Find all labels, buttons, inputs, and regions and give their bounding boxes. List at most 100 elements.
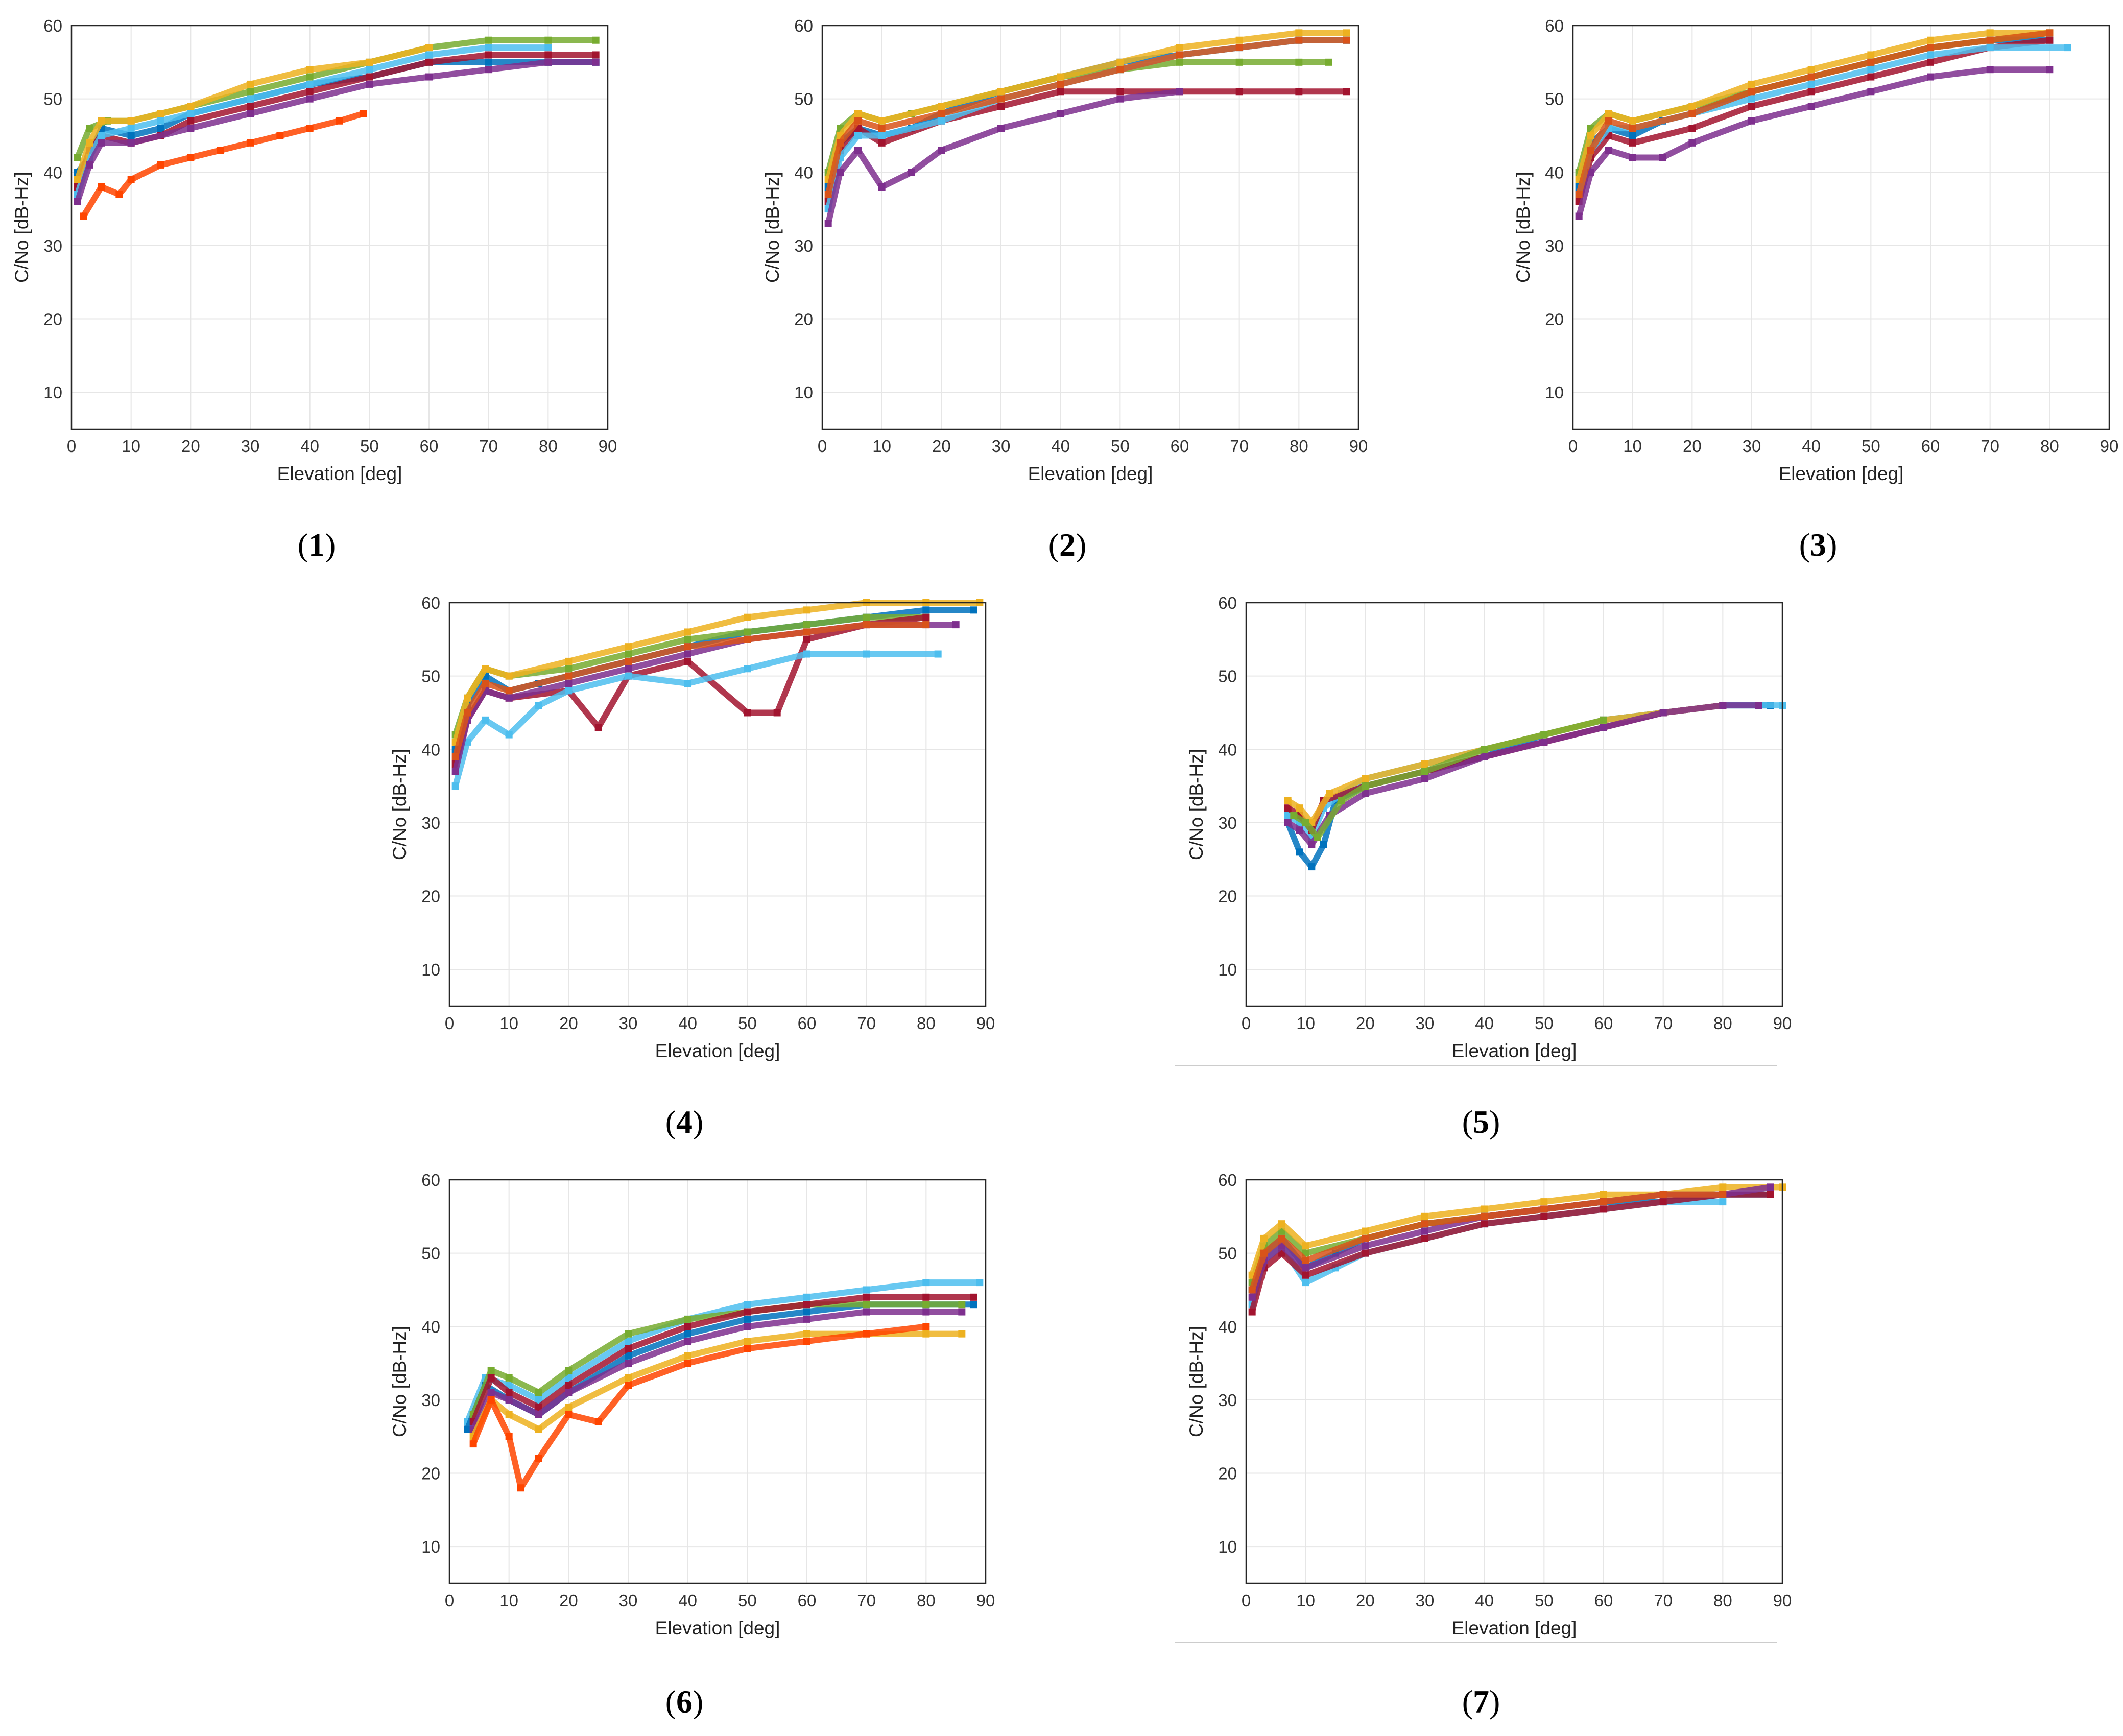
data-point bbox=[1260, 1234, 1268, 1242]
series-s4 bbox=[451, 650, 942, 790]
chart-panel-6: 0 10 20 30 40 50 60 70 80 90 10 20 30 40 50 60 Elevation… bbox=[378, 1170, 1006, 1660]
x-tick-label: 50 bbox=[1111, 437, 1130, 456]
data-point bbox=[505, 1411, 513, 1418]
chart-svg: 0 10 20 30 40 50 60 70 80 90 10 20 30 40 50 60 Elevation… bbox=[762, 16, 1368, 484]
plot-frame bbox=[821, 25, 1359, 430]
chart-panel-2: 0 10 20 30 40 50 60 70 80 90 10 20 30 40 50 60 Elevation… bbox=[751, 15, 1379, 506]
series-s6 bbox=[1290, 716, 1607, 841]
x-tick-label: 60 bbox=[1171, 437, 1189, 456]
series-s7 bbox=[451, 621, 930, 760]
x-tick-label: 20 bbox=[559, 1014, 578, 1033]
chart-svg: 0 10 20 30 40 50 60 70 80 90 10 20 30 40 50 60 Elevation… bbox=[1186, 593, 1792, 1061]
x-tick-label: 60 bbox=[1594, 1591, 1613, 1610]
data-point bbox=[1807, 103, 1815, 110]
series-s7 bbox=[469, 1323, 930, 1492]
data-point bbox=[1057, 80, 1064, 88]
data-point bbox=[1605, 110, 1612, 117]
data-point bbox=[1748, 88, 1755, 96]
data-point bbox=[1629, 125, 1636, 132]
data-point bbox=[1688, 125, 1696, 132]
y-tick-label: 50 bbox=[421, 1244, 440, 1263]
data-point bbox=[837, 169, 844, 176]
chart-panel-5: 0 10 20 30 40 50 60 70 80 90 10 20 30 40 50 60 Elevation… bbox=[1175, 592, 1803, 1083]
x-tick-label: 90 bbox=[1773, 1014, 1792, 1033]
data-point bbox=[1481, 1212, 1488, 1220]
data-point bbox=[464, 694, 471, 702]
data-point bbox=[1421, 1220, 1428, 1228]
data-point bbox=[485, 51, 492, 59]
data-point bbox=[592, 36, 600, 44]
y-tick-label: 30 bbox=[421, 814, 440, 833]
data-point bbox=[276, 132, 284, 139]
x-axis-label: Elevation [deg] bbox=[1452, 1040, 1577, 1061]
y-axis-label: C/No [dB-Hz] bbox=[1186, 1326, 1207, 1437]
x-tick-label: 40 bbox=[300, 437, 319, 456]
x-tick-label: 90 bbox=[976, 1591, 995, 1610]
data-point bbox=[878, 132, 886, 139]
data-point bbox=[86, 139, 93, 147]
data-point bbox=[744, 1338, 751, 1345]
x-tick-label: 10 bbox=[122, 437, 140, 456]
data-point bbox=[922, 1308, 930, 1316]
data-point bbox=[1629, 117, 1636, 125]
y-tick-label: 40 bbox=[421, 1317, 440, 1336]
data-point bbox=[1302, 1271, 1309, 1279]
data-point bbox=[625, 1352, 632, 1360]
data-point bbox=[1295, 58, 1303, 66]
x-tick-label: 70 bbox=[479, 437, 498, 456]
chart-svg: 0 10 20 30 40 50 60 70 80 90 10 20 30 40 50 60 Elevation… bbox=[1186, 1171, 1792, 1638]
y-tick-label: 30 bbox=[1218, 814, 1237, 833]
data-point bbox=[803, 1315, 810, 1323]
data-point bbox=[958, 1301, 966, 1309]
data-point bbox=[487, 1389, 495, 1396]
data-point bbox=[157, 125, 164, 132]
y-tick-label: 50 bbox=[794, 90, 813, 109]
data-point bbox=[1302, 1279, 1309, 1287]
plot-frame bbox=[1245, 602, 1783, 1007]
data-point bbox=[744, 709, 751, 717]
data-point bbox=[592, 58, 600, 66]
data-point bbox=[970, 1301, 977, 1309]
x-tick-label: 70 bbox=[857, 1014, 876, 1033]
x-tick-label: 80 bbox=[917, 1591, 936, 1610]
data-point bbox=[625, 1360, 632, 1367]
data-point bbox=[922, 1323, 930, 1330]
data-point bbox=[863, 1301, 870, 1309]
data-point bbox=[127, 117, 135, 125]
x-tick-label: 10 bbox=[1623, 437, 1642, 456]
x-tick-label: 40 bbox=[1475, 1591, 1494, 1610]
y-tick-label: 50 bbox=[421, 667, 440, 686]
data-point bbox=[98, 183, 105, 191]
data-point bbox=[1362, 1234, 1369, 1242]
data-point bbox=[517, 1484, 524, 1492]
data-point bbox=[625, 1330, 632, 1338]
data-point bbox=[1421, 768, 1428, 775]
data-point bbox=[997, 103, 1005, 110]
data-point bbox=[1290, 812, 1298, 819]
y-tick-label: 10 bbox=[421, 960, 440, 979]
data-point bbox=[487, 1367, 495, 1374]
data-point bbox=[1481, 1205, 1488, 1213]
data-point bbox=[824, 191, 832, 198]
data-point bbox=[1314, 834, 1321, 841]
data-point bbox=[878, 183, 886, 191]
data-point bbox=[1986, 66, 1994, 74]
data-point bbox=[2046, 66, 2054, 74]
data-point bbox=[482, 665, 489, 673]
y-axis-label: C/No [dB-Hz] bbox=[389, 1326, 410, 1437]
data-point bbox=[1325, 58, 1332, 66]
data-point bbox=[1688, 103, 1696, 110]
y-tick-label: 50 bbox=[1545, 90, 1564, 109]
series-s6 bbox=[74, 58, 600, 205]
series-line bbox=[74, 59, 599, 205]
data-point bbox=[837, 139, 844, 147]
data-point bbox=[247, 80, 254, 88]
data-point bbox=[2064, 44, 2071, 52]
data-point bbox=[625, 1374, 632, 1382]
x-tick-label: 80 bbox=[2040, 437, 2059, 456]
data-point bbox=[482, 680, 489, 687]
data-point bbox=[1284, 804, 1292, 812]
data-point bbox=[86, 161, 93, 169]
data-point bbox=[544, 58, 552, 66]
data-point bbox=[1986, 44, 1994, 52]
